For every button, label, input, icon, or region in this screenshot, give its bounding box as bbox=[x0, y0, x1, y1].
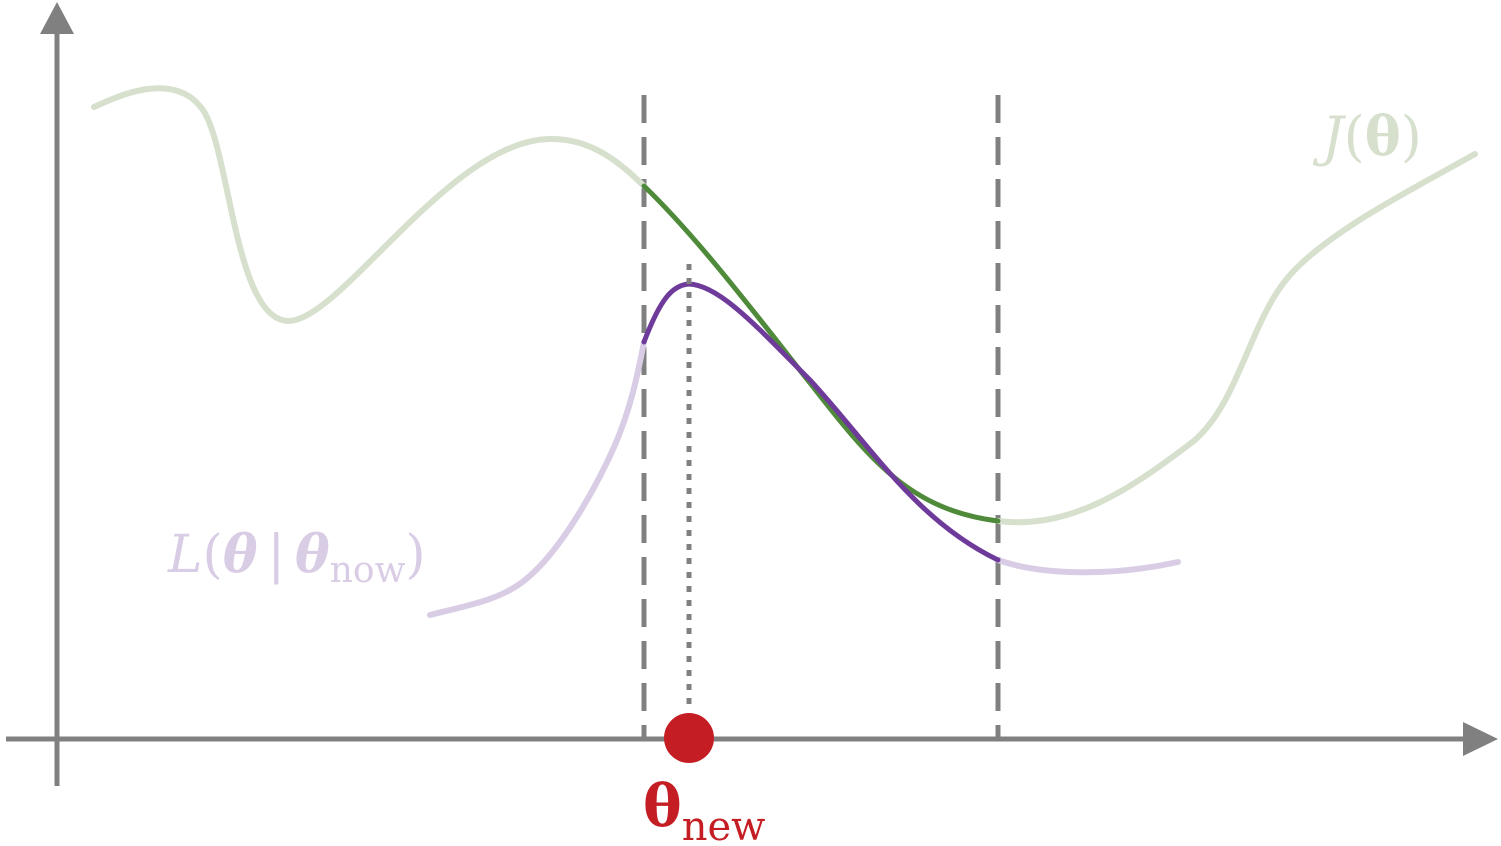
surrogate-label-open: ( bbox=[203, 525, 223, 585]
objective-label-close: ) bbox=[1401, 105, 1422, 168]
surrogate-label-close: ) bbox=[405, 525, 425, 585]
objective-label-symbol: J bbox=[1312, 105, 1347, 168]
new-theta-label: θnew bbox=[643, 772, 765, 846]
surrogate-label-arg: θ bbox=[223, 524, 258, 585]
x-axis-arrowhead bbox=[1463, 722, 1498, 756]
surrogate-curve-faded bbox=[427, 339, 1181, 618]
surrogate-label-given-sub: now bbox=[330, 550, 406, 591]
objective-label-arg: θ bbox=[1365, 104, 1401, 168]
objective-label: J(θ) bbox=[1312, 104, 1422, 168]
axes bbox=[6, 2, 1498, 786]
objective-curve-trust-region bbox=[641, 183, 1001, 524]
objective-curve-faded bbox=[91, 85, 1478, 526]
surrogate-label-symbol: L bbox=[167, 525, 203, 585]
surrogate-label-bar: | bbox=[268, 525, 286, 585]
new-theta-label-sub: new bbox=[682, 804, 766, 846]
surrogate-label-given: θ bbox=[295, 524, 330, 585]
new-theta-point bbox=[664, 713, 714, 763]
surrogate-curve-trust-region bbox=[641, 281, 1001, 563]
y-axis-arrowhead bbox=[40, 2, 74, 34]
surrogate-label: L(θ | θnow) bbox=[167, 524, 426, 591]
new-theta-label-symbol: θ bbox=[643, 772, 682, 840]
objective-label-open: ( bbox=[1344, 105, 1365, 168]
